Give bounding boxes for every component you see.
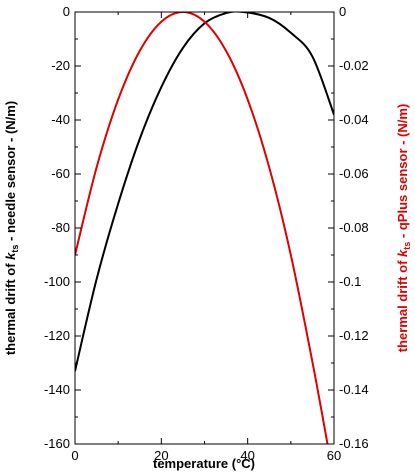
x-axis-title: temperature (°C) [153,456,255,471]
left-y-tick-label: -140 [44,382,70,397]
left-y-tick-label: -100 [44,274,70,289]
left-y-tick-label: -80 [51,220,70,235]
right-y-tick-label: -0.02 [339,58,369,73]
right-y-tick-label: -0.06 [339,166,369,181]
axes: 0 20 40 600-20-40-60-80-100-120-140-1600-0.… [44,4,369,463]
right-y-tick-label: -0.16 [339,436,369,451]
x-tick-label: 20 [154,448,168,463]
series-line-needle [75,12,334,372]
left-y-tick-label: -40 [51,112,70,127]
left-y-tick-label: -60 [51,166,70,181]
right-y-tick-label: -0.1 [339,274,361,289]
left-y-axis-title: thermal drift of kts - needle sensor - (… [3,101,20,355]
left-y-tick-label: 0 [63,4,70,19]
right-y-axis-title: thermal drift of kts - qPlus sensor - (N… [395,104,412,353]
left-y-tick-label: -20 [51,58,70,73]
series-line-qplus [75,12,329,444]
plot-area [75,12,334,444]
right-y-tick-label: -0.04 [339,112,369,127]
x-tick-label: 0 [71,448,78,463]
right-y-tick-label: 0 [339,4,346,19]
right-y-tick-label: -0.14 [339,382,369,397]
x-tick-label: 40 [240,448,254,463]
axis-labels: temperature (°C) thermal drift of kts - … [3,101,412,471]
left-y-tick-label: -120 [44,328,70,343]
right-y-tick-label: -0.12 [339,328,369,343]
x-tick-label: 60 [327,448,341,463]
right-y-tick-label: -0.08 [339,220,369,235]
plot-frame [74,11,335,445]
left-y-tick-label: -160 [44,436,70,451]
